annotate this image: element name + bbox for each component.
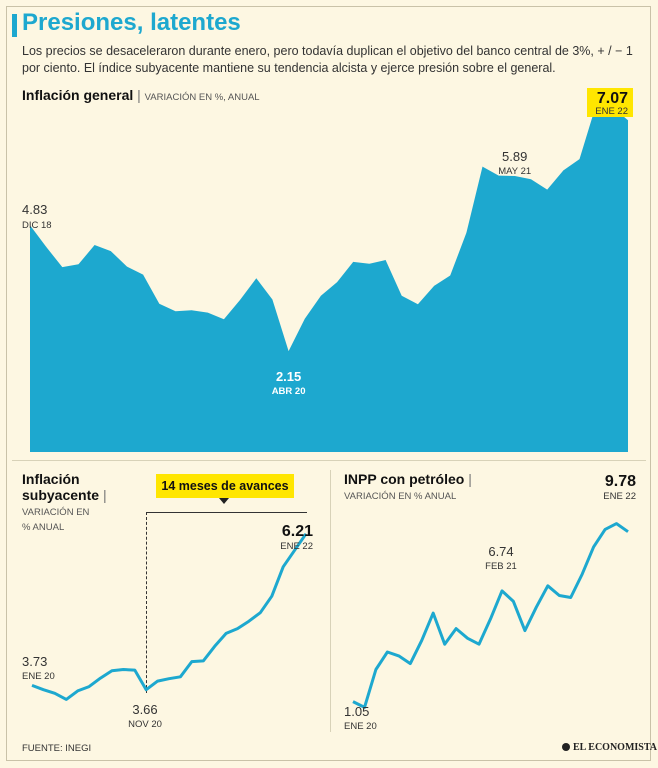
chart2-label-date: ENE 20: [22, 671, 55, 682]
chart1-label-value: 7.07: [597, 90, 628, 107]
chart2-title: Inflación subyacente: [22, 471, 100, 503]
chart1-label-value: 2.15: [276, 369, 301, 384]
chart1-label-value: 5.89: [502, 149, 527, 164]
chart3-label-value: 9.78: [605, 473, 636, 490]
chart2-label-value: 3.66: [132, 702, 157, 717]
infographic-frame: [6, 6, 651, 761]
chart3-label-value: 1.05: [344, 704, 369, 719]
chart1-area: [30, 106, 628, 452]
chart2-unit-line2: % ANUAL: [22, 522, 65, 533]
chart3-label-date: ENE 20: [344, 721, 377, 732]
chart1-label-value: 4.83: [22, 202, 47, 217]
page-subtitle: Los precios se desaceleraron durante ene…: [22, 44, 633, 75]
source-note: FUENTE: INEGI: [22, 743, 92, 754]
chart1-label-date: ENE 22: [595, 106, 628, 117]
chart2-label-value: 6.21: [282, 523, 313, 540]
publisher-logo: EL ECONOMISTA: [562, 742, 657, 753]
callout-bracket: [146, 512, 307, 693]
vertical-divider: [330, 470, 331, 732]
publisher-name: EL ECONOMISTA: [573, 742, 657, 753]
chart1-label-date: DIC 18: [22, 220, 52, 231]
chart1-label-date: ABR 20: [272, 386, 306, 397]
chart1-unit: VARIACIÓN EN %, ANUAL: [144, 92, 260, 103]
chart3-header: INPP con petróleo |: [344, 471, 472, 487]
chart2-unit-line1: VARIACIÓN EN: [22, 507, 90, 518]
callout-badge: 14 meses de avances: [156, 474, 294, 498]
chart3-title: INPP con petróleo: [344, 471, 465, 487]
chart1-title: Inflación general: [22, 87, 134, 103]
chart1-separator: |: [137, 87, 145, 103]
chart2-header: Inflación subyacente: [22, 471, 102, 503]
chart3-unit: VARIACIÓN EN % ANUAL: [344, 491, 457, 502]
title-accent-bar: [12, 14, 17, 37]
chart3-label-date: ENE 22: [603, 491, 636, 502]
chart2-label-value: 3.73: [22, 654, 47, 669]
callout-pointer: [219, 498, 229, 504]
horizontal-divider: [12, 460, 646, 461]
chart1-header: Inflación general | VARIACIÓN EN %, ANUA…: [22, 87, 260, 103]
chart3-label-value: 6.74: [488, 544, 513, 559]
chart2-unit: VARIACIÓN EN % ANUAL: [22, 505, 89, 535]
page-title: Presiones, latentes: [22, 9, 241, 36]
chart1-label-date: MAY 21: [498, 166, 531, 177]
chart2-label-date: ENE 22: [280, 541, 313, 552]
chart3-separator: |: [468, 471, 472, 487]
publisher-logo-icon: [562, 743, 570, 751]
chart1-last-highlight: [587, 88, 633, 117]
chart2-label-date: NOV 20: [128, 719, 162, 730]
chart3-label-date: FEB 21: [485, 561, 517, 572]
chart2-separator: |: [103, 487, 107, 503]
